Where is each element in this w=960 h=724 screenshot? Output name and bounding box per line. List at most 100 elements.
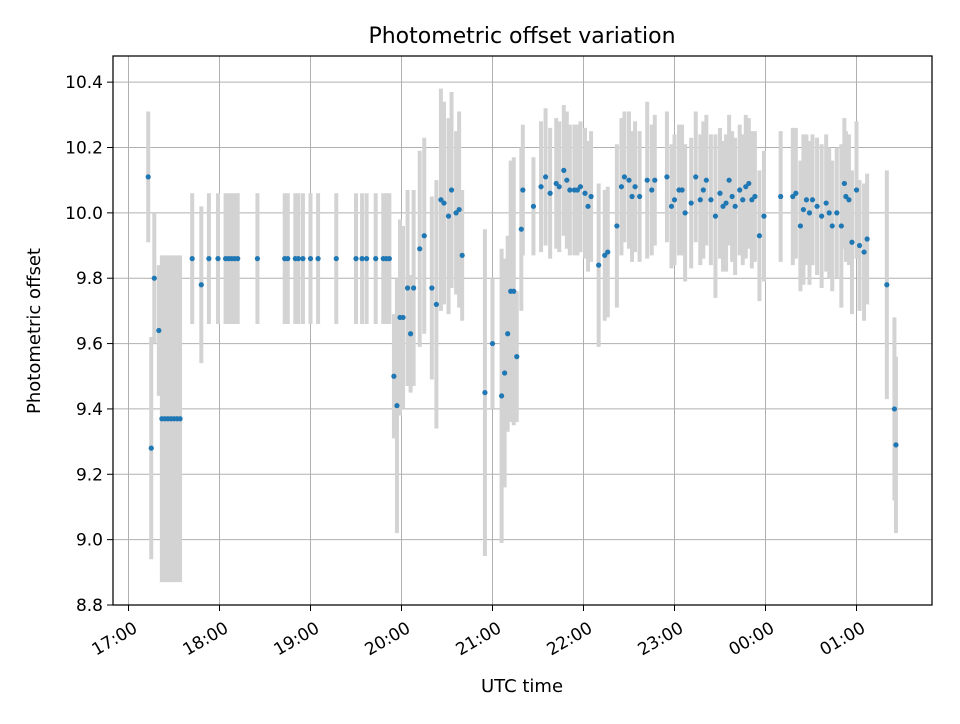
data-point — [893, 442, 899, 448]
x-axis-label: UTC time — [481, 676, 563, 697]
data-points — [145, 167, 899, 451]
data-point — [530, 203, 537, 209]
data-point — [556, 184, 562, 190]
data-point — [198, 282, 204, 288]
data-point — [206, 256, 212, 262]
data-point — [819, 213, 825, 219]
data-point — [456, 206, 462, 213]
data-point — [404, 285, 411, 291]
y-tick-label: 10.4 — [65, 73, 103, 93]
data-point — [285, 256, 291, 262]
data-point — [838, 223, 844, 229]
data-point — [567, 187, 573, 193]
data-point — [254, 256, 261, 262]
data-point — [520, 187, 526, 193]
data-point — [790, 193, 796, 200]
data-point — [441, 200, 447, 206]
y-tick-label: 9.2 — [76, 465, 103, 485]
data-point — [429, 285, 435, 291]
data-point — [629, 193, 635, 200]
y-tick-label: 10.0 — [65, 204, 103, 224]
data-point — [861, 249, 867, 255]
data-point — [574, 187, 581, 193]
data-point — [884, 282, 890, 288]
data-point — [841, 180, 847, 187]
data-point — [849, 239, 855, 245]
data-point — [864, 236, 870, 242]
data-point — [538, 184, 544, 190]
data-point — [359, 256, 365, 262]
data-point — [438, 197, 444, 203]
data-point — [156, 327, 162, 334]
y-tick-label: 8.8 — [76, 596, 103, 616]
chart-title: Photometric offset variation — [368, 24, 675, 49]
data-point — [333, 256, 339, 262]
data-point — [809, 197, 816, 203]
data-point — [712, 213, 719, 219]
data-point — [307, 256, 314, 262]
data-point — [682, 210, 688, 216]
data-point — [596, 262, 602, 268]
plot-frame — [112, 55, 933, 606]
data-point — [482, 389, 488, 396]
data-point — [856, 242, 863, 249]
data-point — [547, 190, 553, 196]
data-point — [588, 193, 594, 200]
y-tick-label: 9.6 — [76, 335, 103, 355]
data-point — [148, 445, 154, 451]
data-point — [834, 210, 840, 216]
data-point — [373, 256, 379, 262]
data-point — [803, 197, 810, 203]
data-point — [400, 314, 406, 321]
data-point — [749, 197, 755, 203]
data-point — [664, 174, 670, 180]
data-point — [459, 252, 465, 258]
y-axis-ticks: 8.8 9.0 9.2 9.4 9.6 9.8 10.0 10.2 10.4 — [65, 73, 113, 616]
data-point — [514, 354, 520, 360]
data-point — [700, 187, 706, 193]
data-point — [511, 288, 517, 294]
y-tick-label: 9.4 — [76, 400, 103, 420]
data-point — [708, 197, 714, 203]
data-point — [505, 331, 511, 337]
data-point — [746, 180, 752, 187]
data-point — [632, 184, 638, 190]
data-point — [621, 174, 628, 180]
data-point — [177, 416, 183, 422]
data-point — [605, 249, 611, 255]
data-point — [671, 197, 678, 203]
data-point — [829, 223, 835, 229]
data-point — [743, 184, 749, 190]
data-point — [235, 256, 241, 262]
data-point — [542, 174, 549, 180]
data-point — [843, 193, 849, 200]
y-tick-label: 10.2 — [65, 139, 103, 159]
data-point — [564, 177, 570, 183]
data-point — [582, 190, 588, 196]
data-point — [723, 200, 729, 206]
data-point — [300, 256, 306, 262]
data-point — [797, 223, 803, 229]
data-point — [826, 210, 832, 216]
data-point — [421, 233, 427, 239]
data-point — [151, 275, 157, 281]
data-point — [417, 246, 423, 252]
data-point — [626, 177, 632, 183]
data-point — [189, 256, 195, 262]
data-point — [679, 187, 685, 193]
data-point — [891, 406, 898, 412]
data-point — [853, 187, 860, 193]
data-point — [561, 167, 567, 173]
data-point — [806, 210, 813, 216]
data-point — [823, 200, 829, 206]
data-point — [453, 210, 459, 216]
data-point — [445, 213, 452, 219]
data-point — [553, 180, 559, 187]
data-point — [793, 190, 799, 196]
data-point — [637, 193, 643, 200]
data-point — [618, 184, 625, 190]
data-point — [585, 203, 591, 209]
data-point — [717, 190, 723, 196]
data-point — [394, 403, 400, 409]
